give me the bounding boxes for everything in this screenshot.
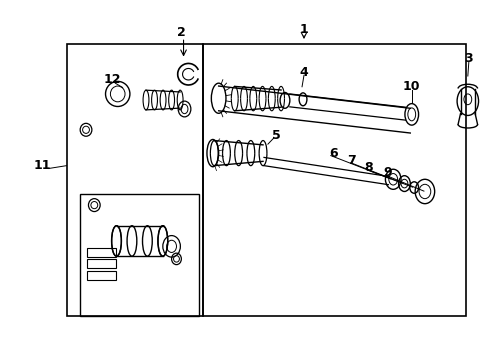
Text: 5: 5 bbox=[271, 129, 280, 143]
Bar bbox=[87, 248, 116, 257]
Text: 2: 2 bbox=[176, 27, 185, 40]
Bar bbox=[87, 271, 116, 280]
Text: 4: 4 bbox=[299, 66, 308, 79]
Bar bbox=[87, 259, 116, 268]
Text: 3: 3 bbox=[464, 51, 472, 64]
Text: 11: 11 bbox=[33, 159, 51, 172]
Text: 9: 9 bbox=[382, 166, 391, 179]
Text: 6: 6 bbox=[328, 147, 337, 159]
Text: 8: 8 bbox=[364, 161, 372, 174]
Text: 12: 12 bbox=[103, 73, 121, 86]
Text: 1: 1 bbox=[299, 23, 308, 36]
Text: 10: 10 bbox=[402, 80, 420, 93]
Bar bbox=[66, 44, 203, 316]
Bar bbox=[80, 194, 199, 316]
Bar bbox=[203, 44, 466, 316]
Text: 7: 7 bbox=[346, 154, 355, 167]
